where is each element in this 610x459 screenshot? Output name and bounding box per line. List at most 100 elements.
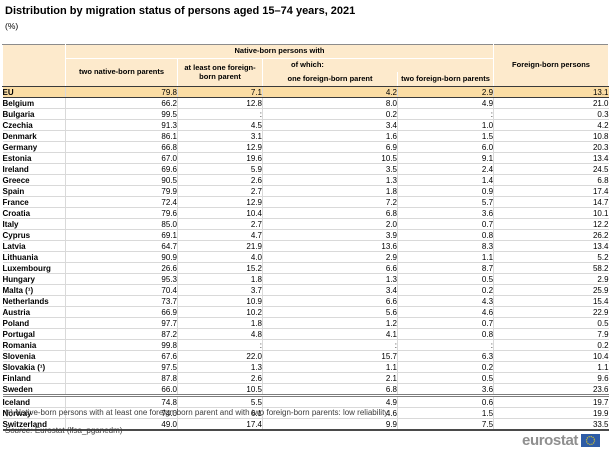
cell-value: 3.6 — [396, 383, 494, 397]
cell-value: 10.5 — [262, 152, 398, 164]
cell-value: 85.0 — [65, 218, 178, 230]
row-label: Austria — [2, 306, 66, 318]
row-label: Hungary — [2, 273, 66, 285]
table-row: Estonia 67.0 19.6 10.5 9.1 13.4 — [2, 152, 609, 164]
cell-value: 13.4 — [493, 152, 609, 164]
cell-value: 49.0 — [65, 418, 178, 431]
cell-value: 99.8 — [65, 339, 178, 351]
row-label: Italy — [2, 218, 66, 230]
cell-value: 1.1 — [396, 251, 494, 263]
row-label: Estonia — [2, 152, 66, 164]
cell-value: 20.3 — [493, 141, 609, 153]
cell-value: : — [177, 339, 263, 351]
cell-value: : — [177, 108, 263, 120]
cell-value: 7.1 — [177, 86, 263, 98]
cell-value: 66.9 — [65, 306, 178, 318]
cell-value: 79.9 — [65, 185, 178, 197]
table-row: Croatia 79.6 10.4 6.8 3.6 10.1 — [2, 207, 609, 219]
table-row: Belgium 66.2 12.8 8.0 4.9 21.0 — [2, 97, 609, 109]
cell-value: 0.2 — [396, 361, 494, 373]
table-row: Denmark 86.1 3.1 1.6 1.5 10.8 — [2, 130, 609, 142]
cell-value: 70.4 — [65, 284, 178, 296]
row-label: Malta (¹) — [2, 284, 66, 296]
row-label: EU — [2, 86, 66, 98]
cell-value: 1.4 — [396, 174, 494, 186]
row-label: Croatia — [2, 207, 66, 219]
row-label: Sweden — [2, 383, 66, 397]
cell-value: 1.8 — [177, 317, 263, 329]
cell-value: 3.1 — [177, 130, 263, 142]
cell-value: 15.2 — [177, 262, 263, 274]
cell-value: 5.6 — [262, 306, 398, 318]
row-label: Lithuania — [2, 251, 66, 263]
cell-value: : — [396, 339, 494, 351]
cell-value: 22.9 — [493, 306, 609, 318]
table-row: Hungary 95.3 1.8 1.3 0.5 2.9 — [2, 273, 609, 285]
cell-value: 4.9 — [262, 395, 398, 408]
cell-value: 0.7 — [396, 218, 494, 230]
row-label: Iceland — [2, 395, 66, 408]
cell-value: 6.0 — [396, 141, 494, 153]
cell-value: 79.8 — [65, 86, 178, 98]
cell-value: 3.6 — [396, 207, 494, 219]
cell-value: 2.0 — [262, 218, 398, 230]
header-at-least-one-foreign-born-parent: at least one foreign-born parent — [177, 58, 263, 87]
table-row: Latvia 64.7 21.9 13.6 8.3 13.4 — [2, 240, 609, 252]
cell-value: 5.2 — [493, 251, 609, 263]
row-label: Spain — [2, 185, 66, 197]
table-row: Finland 87.8 2.6 2.1 0.5 9.6 — [2, 372, 609, 384]
header-row-3: one foreign-born parent two foreign-born… — [3, 72, 609, 87]
table-row: Slovakia (¹) 97.5 1.3 1.1 0.2 1.1 — [2, 361, 609, 373]
cell-value: 72.4 — [65, 196, 178, 208]
row-label: France — [2, 196, 66, 208]
cell-value: 2.6 — [177, 174, 263, 186]
cell-value: 0.6 — [396, 395, 494, 408]
eurostat-logo-text: eurostat — [522, 432, 578, 449]
footnote: (¹) Native-born persons with at least on… — [5, 408, 390, 417]
cell-value: 10.1 — [493, 207, 609, 219]
cell-value: 0.8 — [396, 229, 494, 241]
cell-value: 17.4 — [177, 418, 263, 431]
cell-value: 73.7 — [65, 295, 178, 307]
cell-value: 6.8 — [262, 383, 398, 397]
cell-value: 2.7 — [177, 218, 263, 230]
cell-value: 91.3 — [65, 119, 178, 131]
cell-value: 97.7 — [65, 317, 178, 329]
cell-value: 9.9 — [262, 418, 398, 431]
cell-value: 0.3 — [493, 108, 609, 120]
cell-value: 4.9 — [396, 97, 494, 109]
cell-value: 74.0 — [65, 407, 178, 419]
cell-value: 4.7 — [177, 229, 263, 241]
cell-value: 6.9 — [262, 141, 398, 153]
cell-value: 69.1 — [65, 229, 178, 241]
cell-value: 19.7 — [493, 395, 609, 408]
cell-value: 21.9 — [177, 240, 263, 252]
cell-value: 2.4 — [396, 163, 494, 175]
cell-value: 1.5 — [396, 130, 494, 142]
source-text: Eurostat (lfsa_pganedm) — [34, 426, 123, 435]
cell-value: 26.6 — [65, 262, 178, 274]
cell-value: 10.9 — [177, 295, 263, 307]
cell-value: 86.1 — [65, 130, 178, 142]
cell-value: 3.4 — [262, 119, 398, 131]
cell-value: 66.8 — [65, 141, 178, 153]
cell-value: 26.2 — [493, 229, 609, 241]
cell-value: 24.5 — [493, 163, 609, 175]
cell-value: 1.0 — [396, 119, 494, 131]
cell-value: 2.6 — [177, 372, 263, 384]
cell-value: 1.2 — [262, 317, 398, 329]
cell-value: 1.6 — [262, 130, 398, 142]
cell-value: 14.7 — [493, 196, 609, 208]
cell-value: 6.1 — [177, 407, 263, 419]
cell-value: 0.5 — [396, 372, 494, 384]
row-label: Slovakia (¹) — [2, 361, 66, 373]
table-row: Czechia 91.3 4.5 3.4 1.0 4.2 — [2, 119, 609, 131]
cell-value: 0.2 — [396, 284, 494, 296]
cell-value: 6.8 — [493, 174, 609, 186]
cell-value: 69.6 — [65, 163, 178, 175]
cell-value: 1.8 — [262, 185, 398, 197]
header-row-2: two native-born parents at least one for… — [3, 58, 609, 87]
cell-value: 6.6 — [262, 262, 398, 274]
cell-value: : — [396, 108, 494, 120]
